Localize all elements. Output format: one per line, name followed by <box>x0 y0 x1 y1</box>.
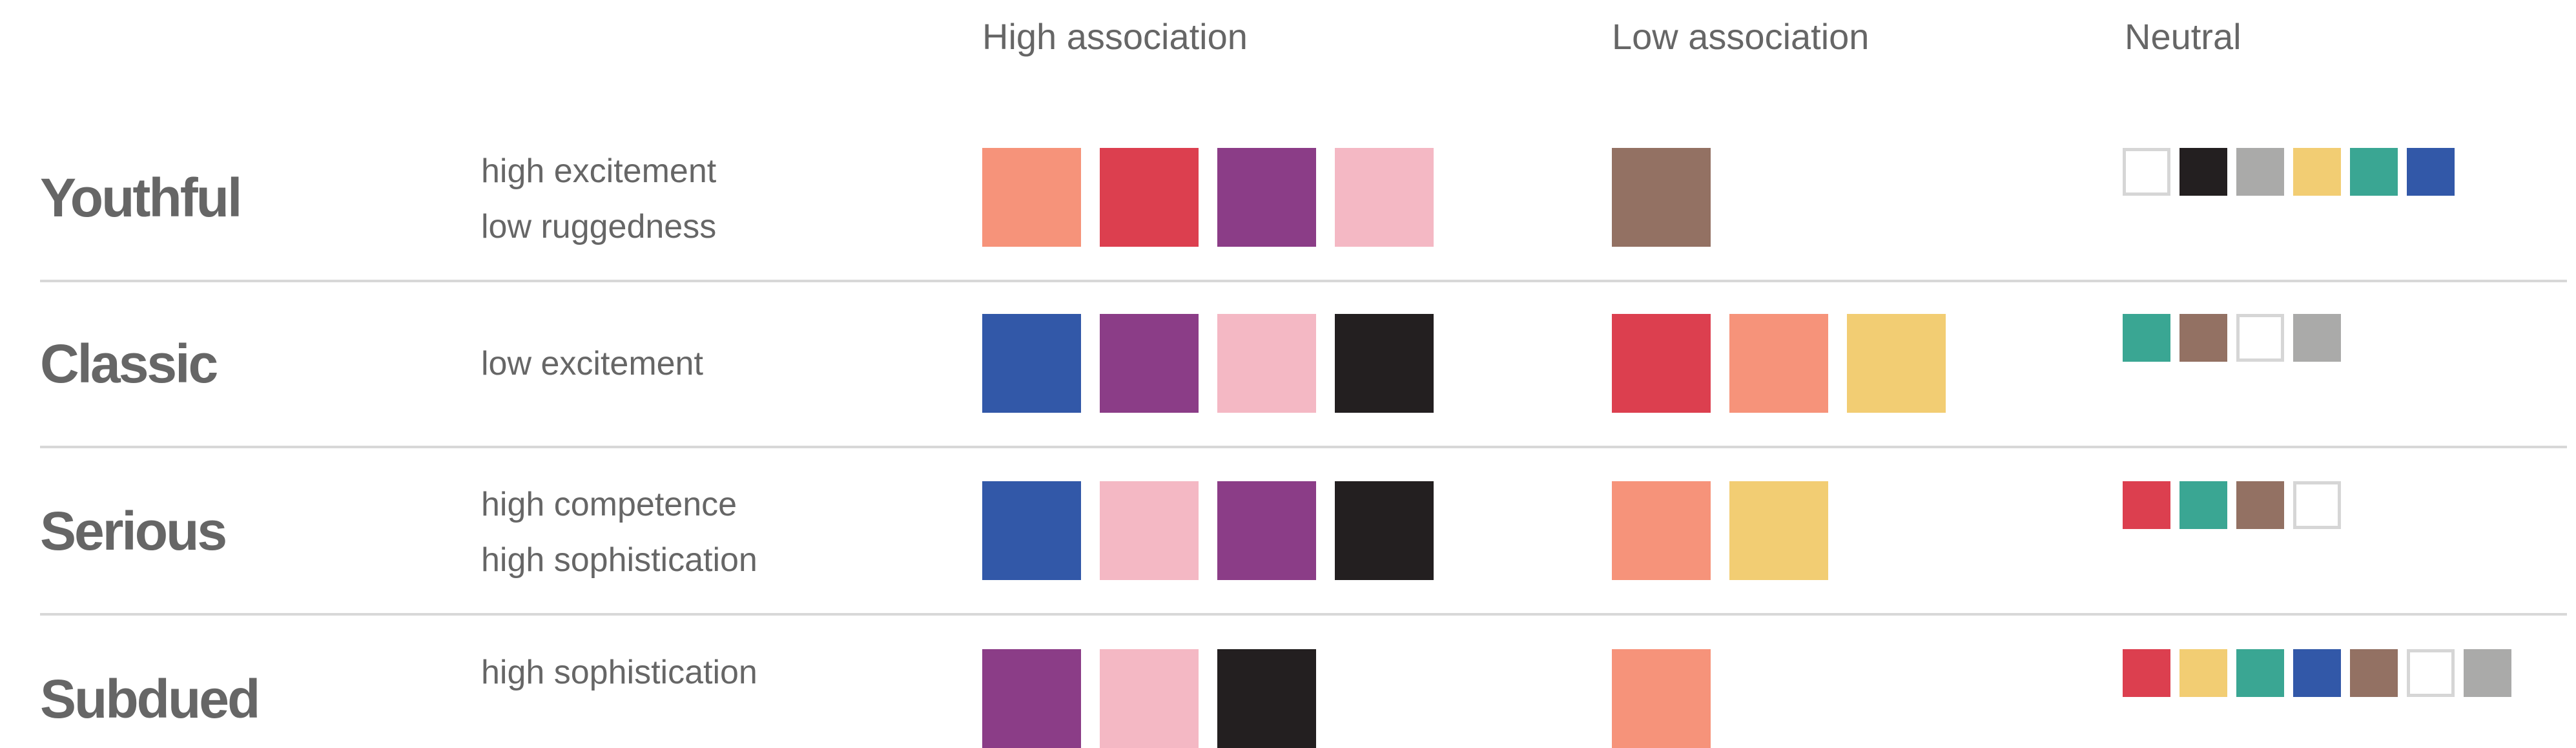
neutral-swatch-blue <box>2293 649 2341 697</box>
header-low-association: Low association <box>1612 16 1870 57</box>
neutral-swatch-white <box>2407 649 2455 697</box>
low-swatch-brown <box>1612 148 1711 247</box>
high-swatch-blue <box>982 481 1081 580</box>
low-swatch-salmon <box>1612 649 1711 748</box>
low-swatch-red <box>1612 314 1711 413</box>
neutral-swatch-teal <box>2236 649 2284 697</box>
row-label-subdued: Subdued <box>40 669 260 729</box>
low-swatch-salmon <box>1612 481 1711 580</box>
high-swatch-black <box>1217 649 1316 748</box>
high-swatch-blue <box>982 314 1081 413</box>
neutral-swatch-red <box>2123 481 2170 529</box>
row-descriptors: high excitement low ruggedness <box>481 143 716 255</box>
high-swatch-black <box>1335 314 1434 413</box>
neutral-swatch-brown <box>2179 314 2227 362</box>
neutral-swatch-blue <box>2407 148 2455 196</box>
descriptor: low excitement <box>481 345 703 382</box>
row-label-youthful: Youthful <box>40 167 242 228</box>
neutral-swatch-white <box>2123 148 2170 196</box>
high-swatch-purple <box>1217 481 1316 580</box>
descriptor: high sophistication <box>481 541 757 579</box>
header-high-association: High association <box>982 16 1248 57</box>
neutral-swatch-yellow <box>2293 148 2341 196</box>
low-swatch-yellow <box>1729 481 1828 580</box>
neutral-swatch-black <box>2179 148 2227 196</box>
high-swatch-salmon <box>982 148 1081 247</box>
neutral-swatch-yellow <box>2179 649 2227 697</box>
low-swatch-salmon <box>1729 314 1828 413</box>
row-divider <box>40 446 2567 448</box>
neutral-swatch-red <box>2123 649 2170 697</box>
high-swatch-purple <box>1217 148 1316 247</box>
high-swatch-purple <box>1100 314 1199 413</box>
descriptor: high competence <box>481 486 737 523</box>
row-descriptors: low excitement <box>481 336 703 391</box>
neutral-swatch-brown <box>2236 481 2284 529</box>
descriptor: low ruggedness <box>481 208 717 245</box>
neutral-swatch-teal <box>2350 148 2398 196</box>
row-label-serious: Serious <box>40 501 227 561</box>
neutral-swatch-gray <box>2464 649 2511 697</box>
neutral-swatch-brown <box>2350 649 2398 697</box>
high-swatch-pink <box>1217 314 1316 413</box>
neutral-swatch-gray <box>2236 148 2284 196</box>
neutral-swatch-gray <box>2293 314 2341 362</box>
high-swatch-pink <box>1335 148 1434 247</box>
high-swatch-pink <box>1100 649 1199 748</box>
neutral-swatch-white <box>2293 481 2341 529</box>
low-swatch-yellow <box>1847 314 1946 413</box>
neutral-swatch-white <box>2236 314 2284 362</box>
descriptor: high sophistication <box>481 654 757 691</box>
high-swatch-black <box>1335 481 1434 580</box>
row-descriptors: high sophistication <box>481 645 757 700</box>
neutral-swatch-teal <box>2123 314 2170 362</box>
high-swatch-purple <box>982 649 1081 748</box>
row-descriptors: high competence high sophistication <box>481 477 757 588</box>
header-neutral: Neutral <box>2125 16 2241 57</box>
row-label-classic: Classic <box>40 333 218 394</box>
high-swatch-pink <box>1100 481 1199 580</box>
descriptor: high excitement <box>481 152 717 190</box>
neutral-swatch-teal <box>2179 481 2227 529</box>
high-swatch-red <box>1100 148 1199 247</box>
row-divider <box>40 280 2567 282</box>
row-divider <box>40 613 2567 616</box>
